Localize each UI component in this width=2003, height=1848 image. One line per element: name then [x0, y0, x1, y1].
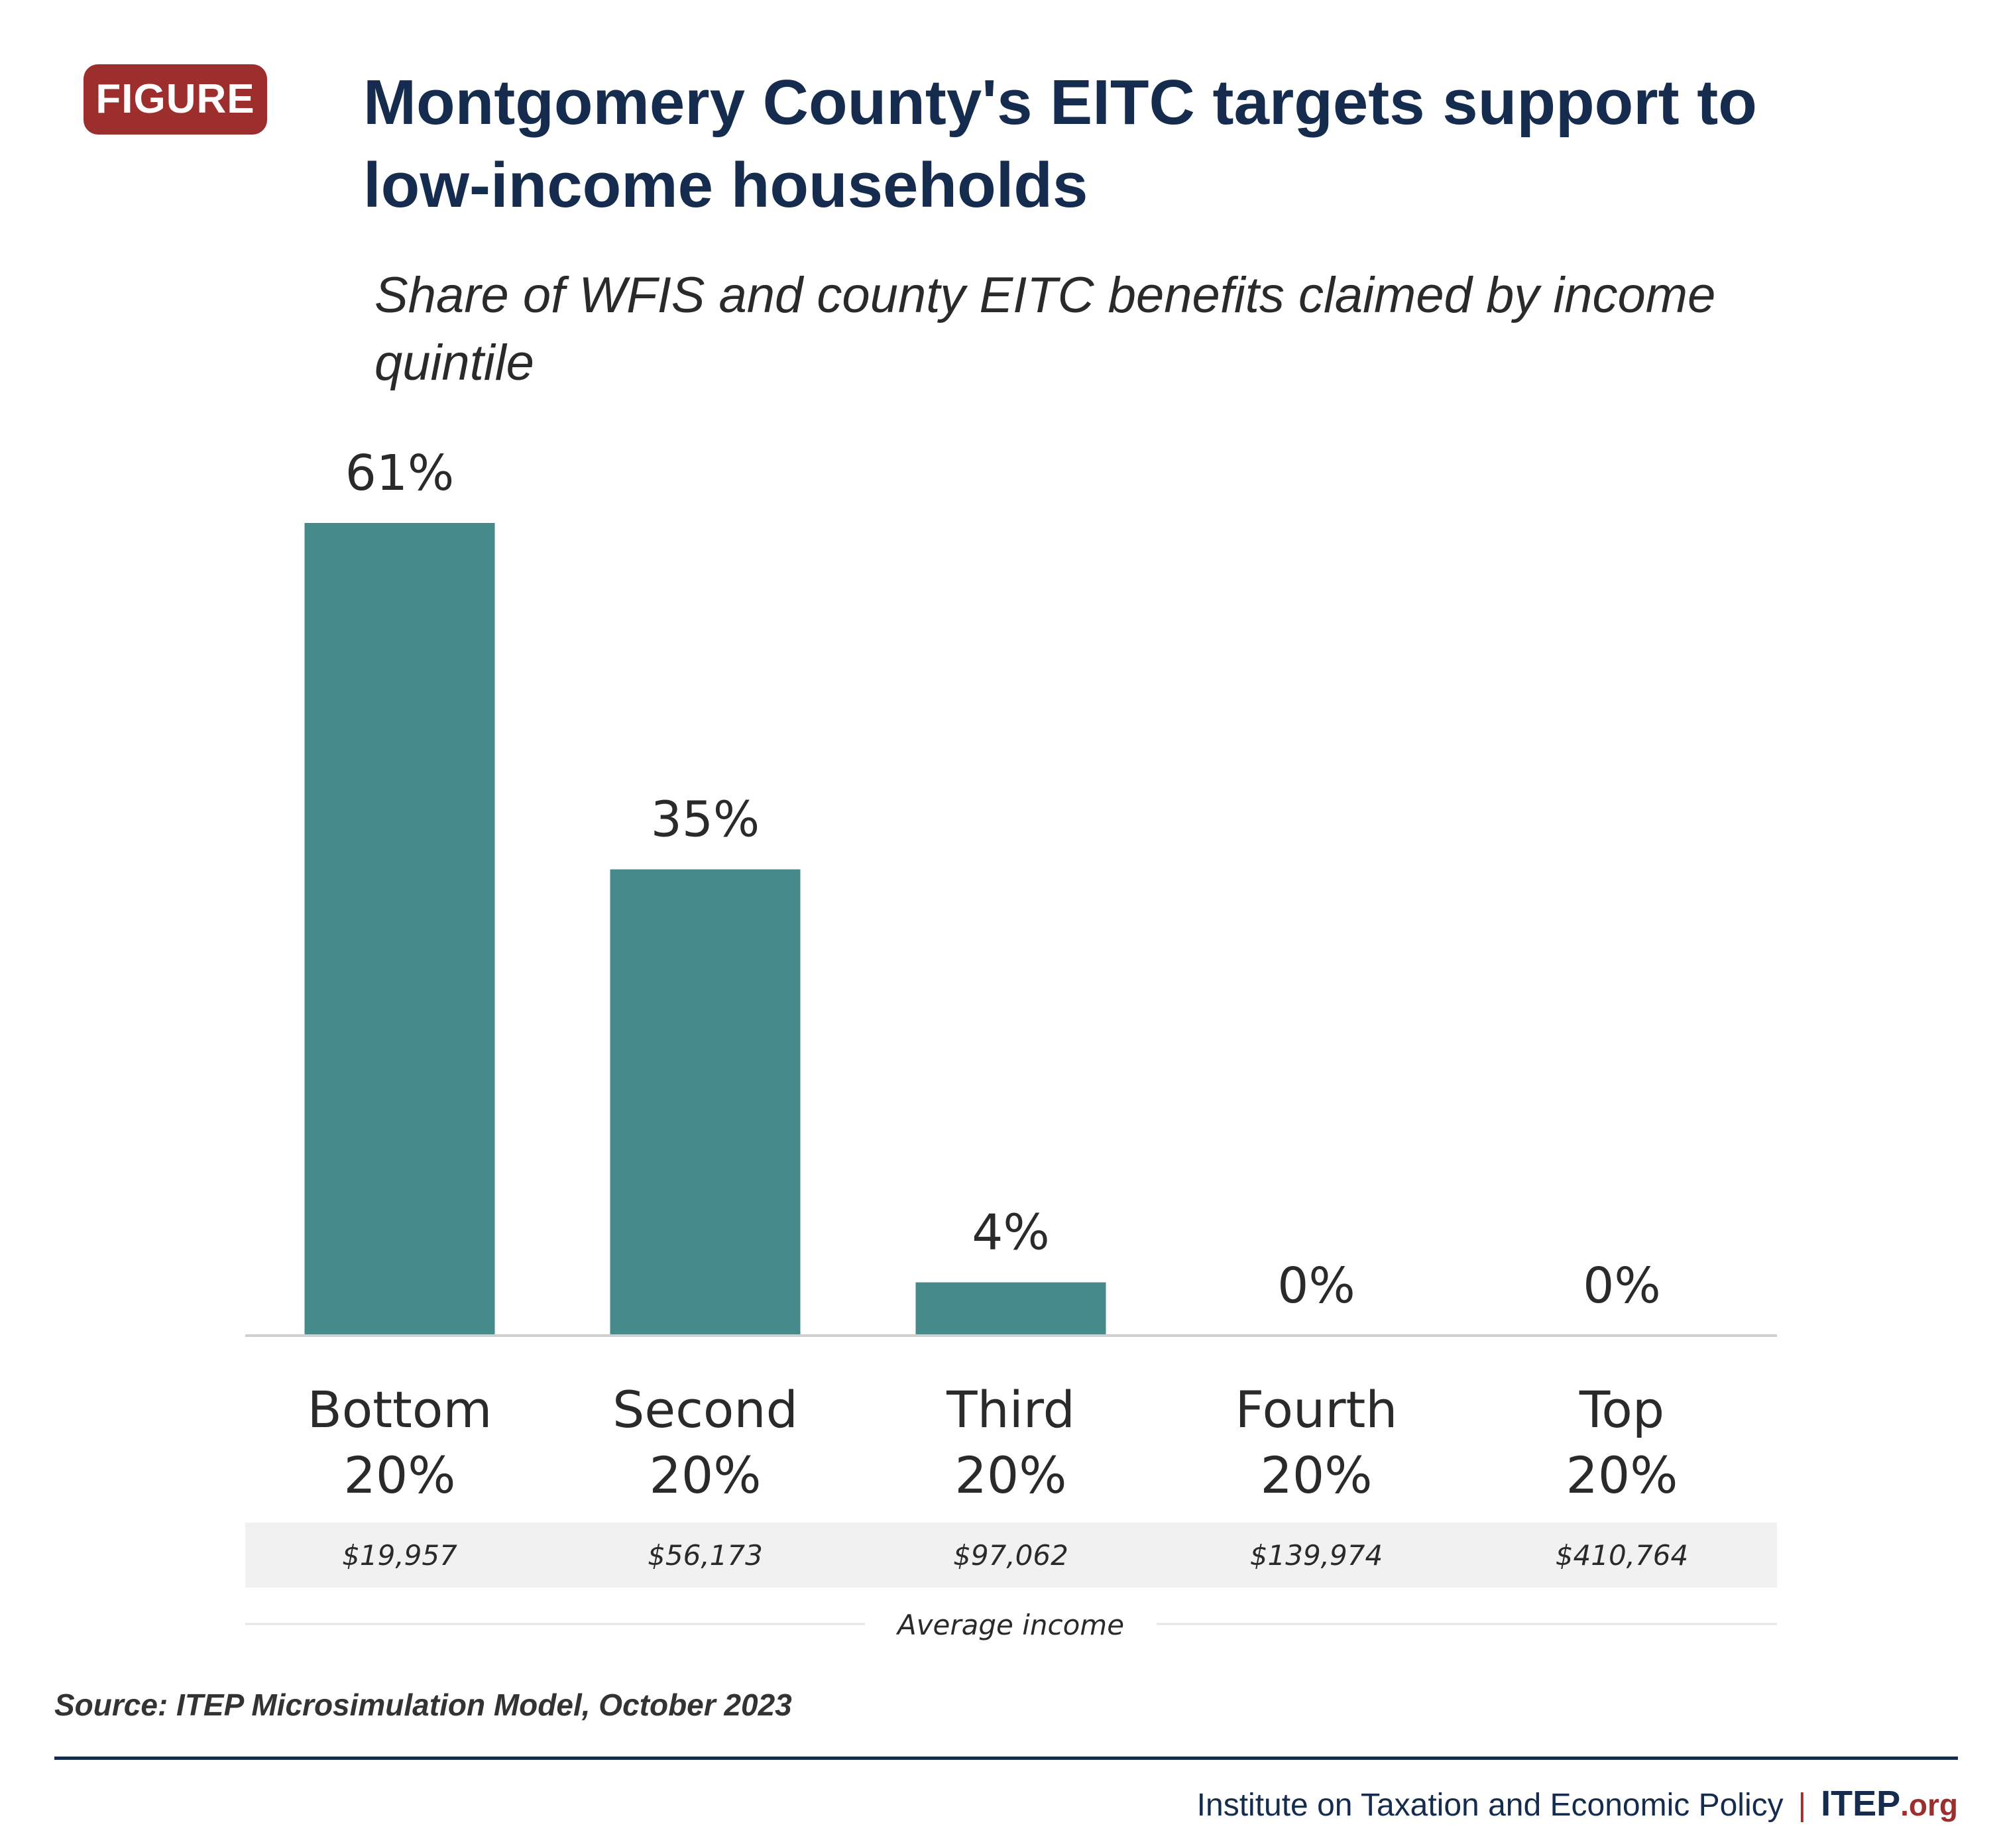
average-income-value: $19,957: [342, 1539, 457, 1572]
average-income-value: $97,062: [953, 1539, 1068, 1572]
category-label-line2: 20%: [1566, 1446, 1678, 1505]
footer-credit: Institute on Taxation and Economic Polic…: [1197, 1783, 1958, 1824]
figure-badge: FIGURE 5.: [84, 64, 267, 192]
itep-logo[interactable]: ITEP: [1821, 1784, 1901, 1823]
separator: |: [1798, 1788, 1807, 1823]
bar: [304, 523, 495, 1336]
value-label: 0%: [1583, 1257, 1660, 1314]
value-label: 0%: [1277, 1257, 1355, 1314]
value-label: 61%: [345, 445, 454, 502]
category-label-line1: Fourth: [1235, 1380, 1398, 1439]
chart-subtitle: Share of WFIS and county EITC benefits c…: [374, 267, 1716, 391]
value-label: 4%: [972, 1204, 1049, 1261]
org-name: Institute on Taxation and Economic Polic…: [1196, 1788, 1784, 1823]
income-band: [245, 1523, 1777, 1588]
value-label: 35%: [651, 791, 760, 848]
category-label-line2: 20%: [955, 1446, 1067, 1505]
source-note: Source: ITEP Microsimulation Model, Octo…: [54, 1688, 792, 1722]
category-label-line1: Third: [946, 1380, 1075, 1439]
category-label-line1: Bottom: [308, 1380, 492, 1439]
average-income-label: Average income: [895, 1609, 1124, 1641]
category-label-line2: 20%: [1261, 1446, 1373, 1505]
bar: [915, 1282, 1106, 1336]
chart-title: Montgomery County's EITC targets support…: [363, 67, 1757, 221]
category-label-line2: 20%: [344, 1446, 456, 1505]
itep-logo-suffix: .org: [1900, 1788, 1958, 1822]
footer-rule: [54, 1757, 1958, 1760]
bar: [610, 869, 801, 1336]
category-label-line2: 20%: [650, 1446, 762, 1505]
category-label-line1: Top: [1579, 1380, 1664, 1439]
average-income-value: $56,173: [648, 1539, 763, 1572]
average-income-value: $410,764: [1556, 1539, 1688, 1572]
category-label-line1: Second: [612, 1380, 798, 1439]
average-income-value: $139,974: [1250, 1539, 1383, 1572]
